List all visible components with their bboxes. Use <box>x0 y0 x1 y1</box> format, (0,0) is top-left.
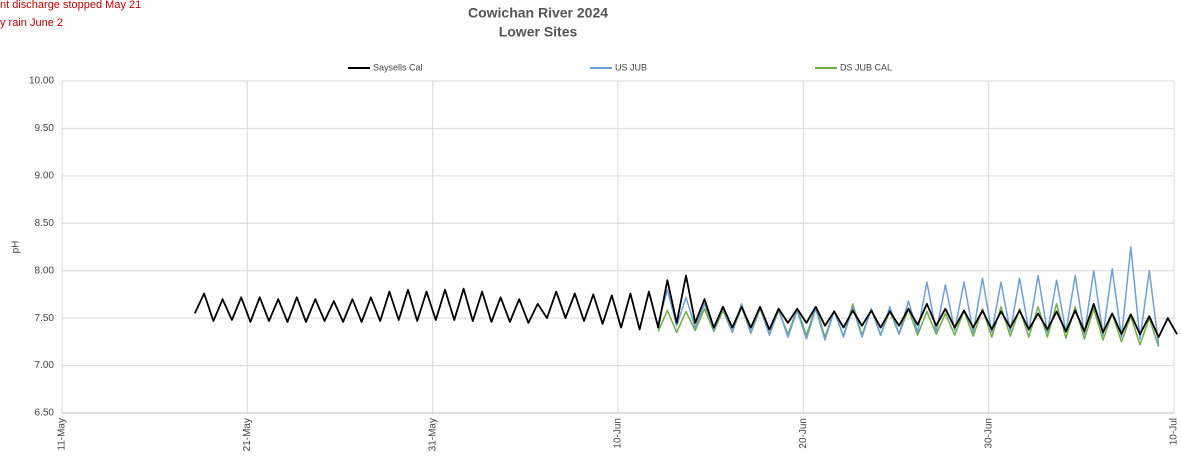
series-line <box>657 246 1160 345</box>
y-tick-label: 9.50 <box>35 123 55 134</box>
y-tick-label: 6.50 <box>35 408 55 419</box>
x-tick-label: 21-May <box>242 418 253 451</box>
y-tick-label: 7.00 <box>35 360 55 371</box>
y-axis-label: pH <box>11 241 22 254</box>
legend-label: US JUB <box>615 62 647 72</box>
annotation: nt discharge stopped May 21 <box>0 0 141 11</box>
y-tick-label: 9.00 <box>35 170 55 181</box>
annotation: y rain June 2 <box>0 17 63 29</box>
x-tick-label: 11-May <box>57 418 68 451</box>
chart-title: Cowichan River 2024 <box>468 5 608 21</box>
x-tick-label: 30-Jun <box>983 418 994 449</box>
y-tick-label: 10.00 <box>29 76 54 87</box>
x-tick-label: 20-Jun <box>798 418 809 449</box>
y-tick-label: 8.00 <box>35 265 55 276</box>
x-tick-label: 31-May <box>427 418 438 451</box>
legend-label: DS JUB CAL <box>840 62 892 72</box>
legend-label: Saysells Cal <box>373 62 423 72</box>
x-tick-label: 10-Jun <box>613 418 624 449</box>
series-line <box>193 274 1178 338</box>
x-tick-label: 10-Jul <box>1169 418 1180 445</box>
y-tick-label: 8.50 <box>35 218 55 229</box>
y-tick-label: 7.50 <box>35 313 55 324</box>
chart-subtitle: Lower Sites <box>499 24 578 40</box>
